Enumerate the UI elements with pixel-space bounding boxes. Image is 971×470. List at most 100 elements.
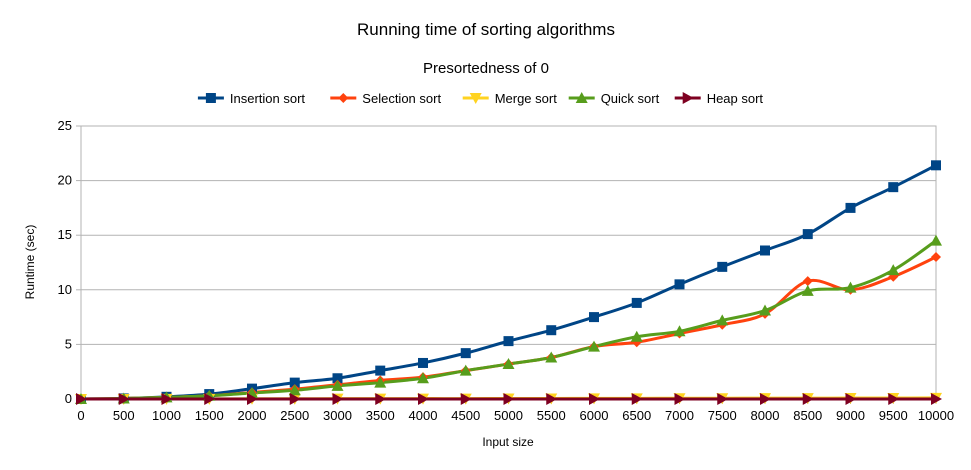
heap-sort-point	[332, 393, 344, 405]
series-markers	[75, 160, 942, 405]
heap-sort-point	[289, 393, 301, 405]
legend-item-merge-sort: Merge sort	[462, 91, 557, 106]
quick-sort-line	[80, 239, 937, 401]
x-tick-label: 3000	[323, 408, 352, 423]
x-tick-label: 6500	[622, 408, 651, 423]
quick-sort-point	[844, 281, 857, 293]
y-axis: 0 5 10 15 20 25	[58, 118, 81, 406]
legend-marker-quick-sort	[575, 92, 588, 103]
insertion-sort-point	[546, 325, 557, 336]
legend-label: Insertion sort	[230, 91, 306, 106]
x-tick-label: 5500	[537, 408, 566, 423]
quick-sort-point	[545, 351, 558, 363]
heap-sort-point	[760, 393, 771, 405]
chart-title: Running time of sorting algorithms	[357, 20, 615, 39]
x-tick-label: 7000	[665, 408, 694, 423]
quick-sort-point	[930, 234, 942, 246]
heap-sort-point	[546, 393, 558, 405]
x-tick-label: 1000	[152, 408, 181, 423]
quick-sort-point	[716, 314, 729, 326]
legend-item-insertion-sort: Insertion sort	[197, 91, 306, 106]
insertion-sort-point	[631, 297, 642, 308]
x-tick-label: 1500	[195, 408, 224, 423]
heap-sort-point	[76, 393, 87, 405]
insertion-sort-point	[503, 336, 514, 347]
heap-sort-point	[503, 393, 515, 405]
x-tick-label: 500	[113, 408, 135, 423]
x-tick-label: 3500	[366, 408, 395, 423]
quick-sort-point	[588, 340, 600, 352]
legend-label: Selection sort	[362, 91, 441, 106]
chart-subtitle: Presortedness of 0	[423, 60, 549, 77]
quick-sort-point	[673, 325, 686, 337]
x-axis: 0 500 1000 1500 2000 2500 3000 3500 4000 4500 5000…	[77, 399, 954, 423]
y-tick-label: 5	[65, 336, 72, 351]
x-tick-label: 9000	[836, 408, 865, 423]
legend-label: Quick sort	[601, 91, 660, 106]
heap-sort-point	[375, 393, 387, 405]
x-tick-label: 2000	[238, 408, 267, 423]
y-tick-label: 10	[58, 282, 72, 297]
insertion-sort-point	[289, 377, 300, 388]
y-tick-label: 25	[58, 118, 72, 133]
heap-sort-point	[418, 393, 429, 405]
heap-sort-point	[717, 393, 729, 405]
y-tick-label: 0	[65, 391, 72, 406]
heap-sort-point	[247, 393, 258, 405]
y-tick-label: 20	[58, 173, 72, 188]
quick-sort-point	[288, 384, 301, 396]
insertion-sort-point	[760, 245, 770, 256]
x-tick-label: 5000	[494, 408, 523, 423]
insertion-sort-point	[418, 357, 428, 368]
heap-sort-point	[931, 393, 942, 405]
legend-item-heap-sort: Heap sort	[674, 91, 764, 106]
insertion-sort-point	[375, 365, 386, 376]
legend-marker-insertion-sort	[205, 93, 216, 103]
heap-sort-point	[674, 393, 686, 405]
heap-sort-point	[204, 393, 216, 405]
heap-sort-point	[802, 393, 814, 405]
heap-sort-point	[589, 393, 600, 405]
quick-sort-point	[331, 379, 344, 391]
x-tick-label: 8000	[751, 408, 780, 423]
insertion-sort-point	[460, 348, 471, 359]
quick-sort-point	[459, 364, 472, 376]
insertion-sort-point	[802, 229, 813, 240]
legend-item-quick-sort: Quick sort	[568, 91, 660, 106]
insertion-sort-point	[674, 279, 685, 290]
insertion-sort-point	[888, 182, 899, 193]
y-tick-label: 15	[58, 227, 72, 242]
quick-sort-point	[417, 372, 429, 384]
y-axis-title: Runtime (sec)	[23, 225, 37, 300]
legend-marker-heap-sort	[682, 92, 694, 104]
x-tick-label: 2500	[280, 408, 309, 423]
gridlines	[81, 125, 936, 400]
x-tick-label: 8500	[793, 408, 822, 423]
insertion-sort-point	[845, 202, 856, 213]
insertion-sort-point	[589, 312, 599, 323]
insertion-sort-point	[931, 160, 941, 171]
heap-sort-point	[118, 393, 130, 405]
legend: Insertion sort Selection sort Merge sort Qu…	[197, 91, 764, 106]
legend-item-selection-sort: Selection sort	[330, 91, 441, 106]
quick-sort-point	[887, 264, 900, 276]
x-tick-label: 4000	[409, 408, 438, 423]
heap-sort-point	[161, 393, 173, 405]
x-tick-label: 9500	[879, 408, 908, 423]
quick-sort-point	[801, 284, 814, 296]
quick-sort-point	[502, 358, 515, 370]
legend-label: Heap sort	[707, 91, 764, 106]
heap-sort-point	[888, 393, 900, 405]
heap-sort-point	[845, 393, 857, 405]
quick-sort-point	[630, 330, 643, 342]
plot-frame	[80, 125, 937, 400]
heap-sort-point	[631, 393, 643, 405]
selection-sort-point	[802, 276, 813, 287]
x-tick-label: 6000	[580, 408, 609, 423]
heap-sort-point	[460, 393, 472, 405]
quick-sort-point	[374, 376, 387, 388]
x-axis-title: Input size	[482, 435, 534, 449]
legend-marker-merge-sort	[469, 93, 482, 104]
quick-sort-point	[759, 304, 771, 316]
